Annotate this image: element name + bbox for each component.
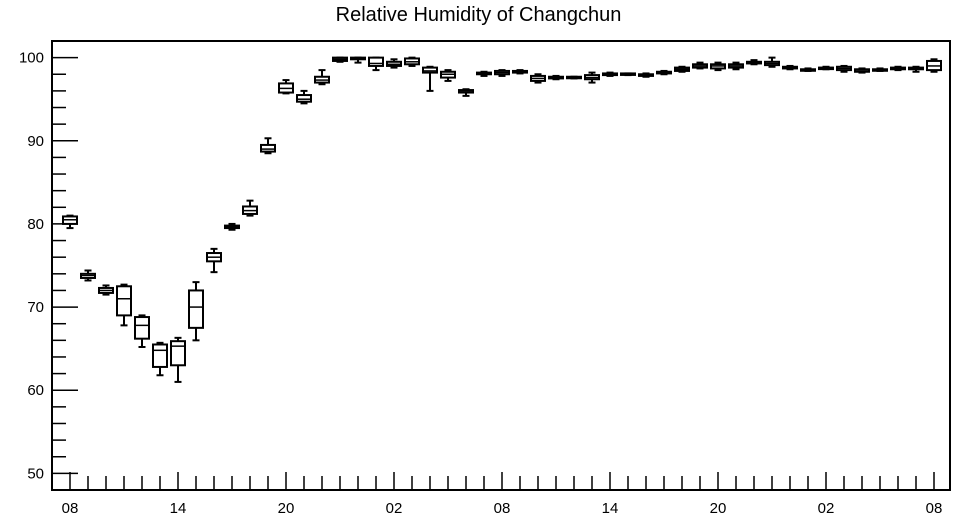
box-iqr [134, 316, 150, 340]
box [116, 283, 132, 327]
box [512, 69, 528, 75]
box [818, 65, 834, 71]
box [836, 64, 852, 73]
box [440, 69, 456, 82]
x-tick-label: 14 [602, 500, 619, 517]
box [890, 65, 906, 72]
box [62, 214, 78, 230]
y-tick-label: 60 [27, 382, 44, 399]
x-tick-label: 02 [386, 500, 403, 517]
box [908, 65, 924, 73]
chart-title: Relative Humidity of Changchun [335, 4, 622, 26]
box [170, 336, 186, 383]
box [242, 199, 258, 217]
box [260, 137, 276, 155]
box [134, 314, 150, 348]
box-iqr [296, 94, 312, 103]
box [494, 69, 510, 77]
box [368, 56, 384, 72]
box-iqr [188, 289, 204, 329]
x-tick-label: 08 [926, 500, 943, 517]
box [80, 269, 96, 282]
y-tick-label: 50 [27, 465, 44, 482]
x-tick-label: 20 [278, 500, 295, 517]
y-tick-label: 100 [19, 50, 44, 67]
box [188, 281, 204, 342]
box [458, 88, 474, 97]
box [98, 284, 114, 296]
axis-ticks [52, 40, 935, 491]
box [764, 56, 780, 68]
box [224, 222, 240, 231]
boxes [62, 56, 942, 383]
box [620, 72, 636, 77]
box [926, 58, 942, 73]
box [314, 69, 330, 86]
box [674, 65, 690, 73]
x-tick-label: 02 [818, 500, 835, 517]
box [332, 56, 348, 63]
box-iqr [368, 56, 384, 67]
x-tick-label: 20 [710, 500, 727, 517]
box [296, 89, 312, 105]
box [728, 61, 744, 71]
box [638, 72, 654, 78]
x-tick-label: 08 [494, 500, 511, 517]
box [422, 65, 438, 92]
box [692, 61, 708, 70]
box [656, 69, 672, 76]
box-iqr [116, 285, 132, 317]
box [584, 71, 600, 84]
box [278, 79, 294, 95]
box [854, 67, 870, 74]
box-iqr [170, 340, 186, 367]
box [782, 64, 798, 71]
box [152, 341, 168, 377]
tick-labels: 50 60 70 80 90 100 08 14 20 02 08 14 20 02 08 [19, 50, 942, 517]
y-tick-label: 80 [27, 216, 44, 233]
box [350, 56, 366, 64]
box [530, 73, 546, 84]
box [710, 61, 726, 72]
x-tick-label: 08 [62, 500, 79, 517]
box-iqr [152, 343, 168, 368]
y-tick-label: 70 [27, 299, 44, 316]
box [800, 67, 816, 72]
plot-frame [51, 40, 951, 491]
box-iqr [422, 66, 438, 74]
x-tick-label: 14 [170, 500, 187, 517]
box [746, 59, 762, 66]
box [548, 74, 564, 81]
box [206, 247, 222, 274]
box [404, 56, 420, 67]
y-tick-label: 90 [27, 133, 44, 150]
box [386, 58, 402, 69]
box [872, 67, 888, 72]
box [566, 75, 582, 80]
box [476, 70, 492, 77]
box [602, 71, 618, 77]
box-iqr [260, 143, 276, 153]
